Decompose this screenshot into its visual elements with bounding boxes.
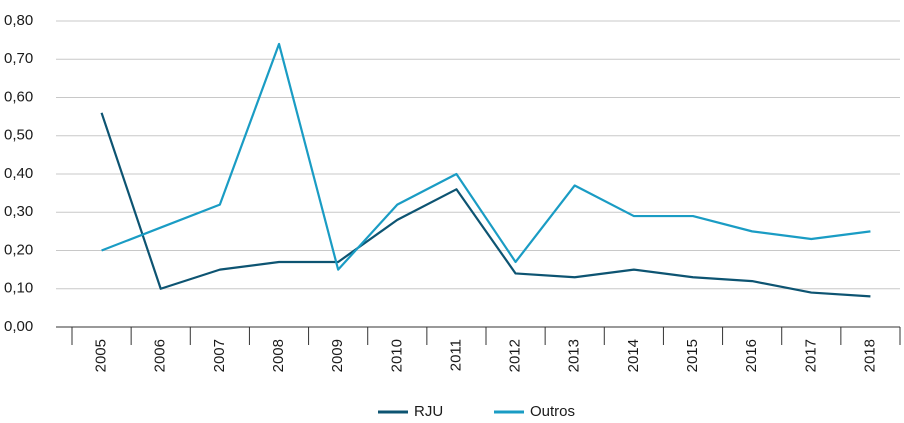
x-tick-label: 2008: [270, 339, 287, 372]
x-tick-label: 2013: [566, 339, 583, 372]
x-tick-label: 2007: [211, 339, 228, 372]
x-tick-label: 2009: [329, 339, 346, 372]
x-tick-label: 2010: [388, 339, 405, 372]
x-tick-label: 2016: [743, 339, 760, 372]
x-tick-label: 2006: [152, 339, 169, 372]
y-tick-label: 0,50: [4, 127, 33, 144]
y-tick-label: 0,40: [4, 165, 33, 182]
x-tick-label: 2012: [507, 339, 524, 372]
y-tick-label: 0,80: [4, 12, 33, 29]
x-tick-label: 2014: [625, 339, 642, 372]
y-tick-label: 0,60: [4, 88, 33, 105]
x-tick-label: 2018: [861, 339, 878, 372]
y-tick-label: 0,30: [4, 203, 33, 220]
legend-label: RJU: [414, 403, 443, 420]
y-tick-label: 0,10: [4, 280, 33, 297]
x-tick-label: 2011: [447, 339, 464, 371]
y-tick-label: 0,00: [4, 318, 33, 335]
x-tick-label: 2005: [93, 339, 110, 372]
y-tick-label: 0,70: [4, 50, 33, 67]
x-tick-label: 2015: [684, 339, 701, 372]
y-tick-label: 0,20: [4, 241, 33, 258]
x-tick-label: 2017: [802, 339, 819, 372]
legend-label: Outros: [530, 403, 575, 420]
line-series: [100, 112, 871, 298]
line-series: [101, 42, 871, 271]
